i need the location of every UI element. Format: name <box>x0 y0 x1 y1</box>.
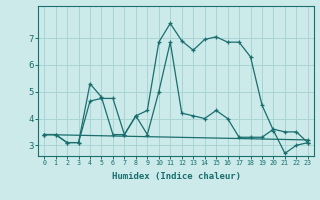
X-axis label: Humidex (Indice chaleur): Humidex (Indice chaleur) <box>111 172 241 181</box>
